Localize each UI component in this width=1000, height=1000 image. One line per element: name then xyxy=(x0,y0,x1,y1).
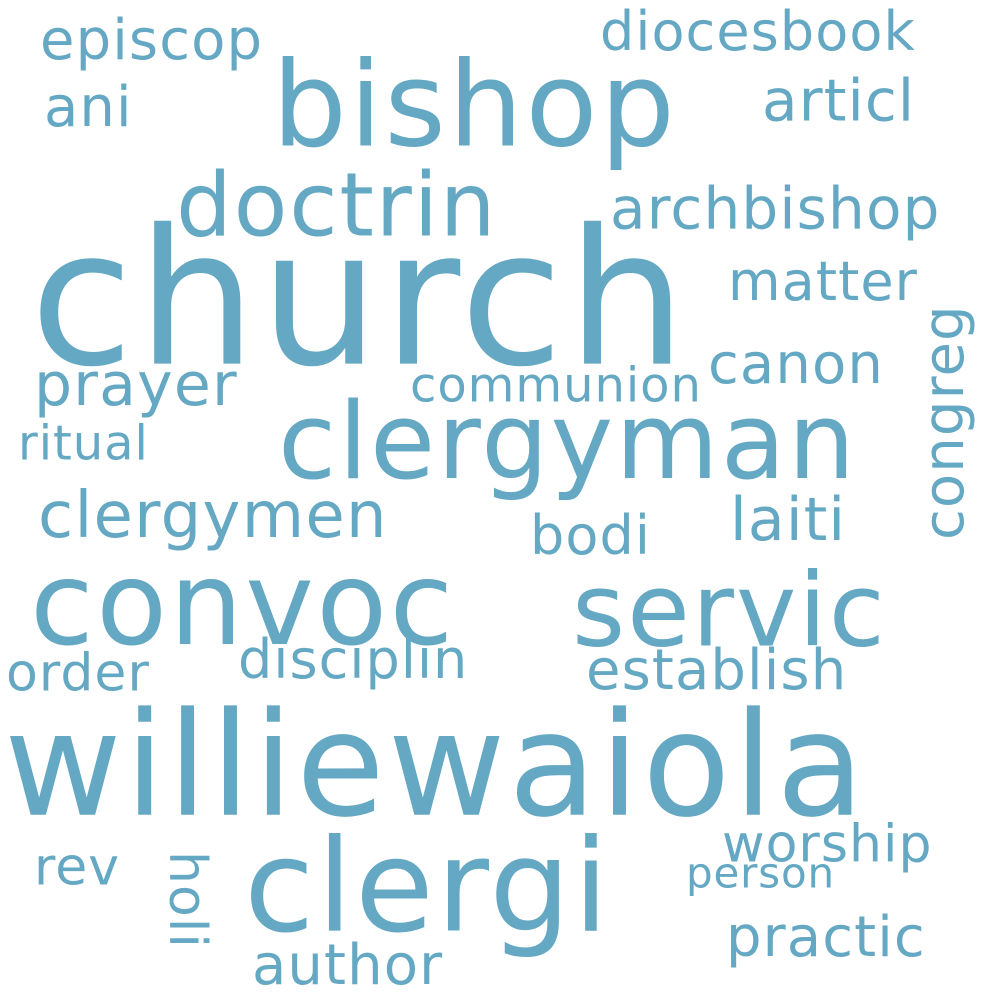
word-clergymen: clergymen xyxy=(38,478,388,553)
word-archbishop: archbishop xyxy=(610,174,941,243)
word-williewaiola: williewaiola xyxy=(4,680,868,849)
word-ani: ani xyxy=(44,75,133,141)
word-practic: practic xyxy=(726,905,926,971)
word-communion: communion xyxy=(410,357,702,414)
word-person: person xyxy=(686,848,836,898)
word-rev: rev xyxy=(34,837,121,898)
word-diocesbook: diocesbook xyxy=(600,0,916,63)
word-servic: servic xyxy=(572,551,887,671)
word-ritual: ritual xyxy=(18,415,149,472)
word-canon: canon xyxy=(708,332,884,398)
word-congreg: congreg xyxy=(912,304,977,540)
word-bishop: bishop xyxy=(272,35,678,174)
word-convoc: convoc xyxy=(30,537,456,673)
word-matter: matter xyxy=(728,249,918,313)
word-worship: worship xyxy=(722,814,933,875)
word-episcop: episcop xyxy=(40,8,264,74)
word-articl: articl xyxy=(762,66,916,135)
word-church: church xyxy=(30,189,690,409)
word-prayer: prayer xyxy=(34,350,238,420)
word-doctrin: doctrin xyxy=(176,153,498,257)
word-author: author xyxy=(252,933,444,999)
word-bodi: bodi xyxy=(530,503,651,567)
word-laiti: laiti xyxy=(730,485,847,555)
word-establish: establish xyxy=(586,638,848,704)
word-order: order xyxy=(6,643,150,704)
word-clergyman: clergyman xyxy=(278,380,858,504)
word-clergi: clergi xyxy=(244,812,612,962)
word-disciplin: disciplin xyxy=(238,627,469,691)
word-holi: holi xyxy=(157,851,217,949)
